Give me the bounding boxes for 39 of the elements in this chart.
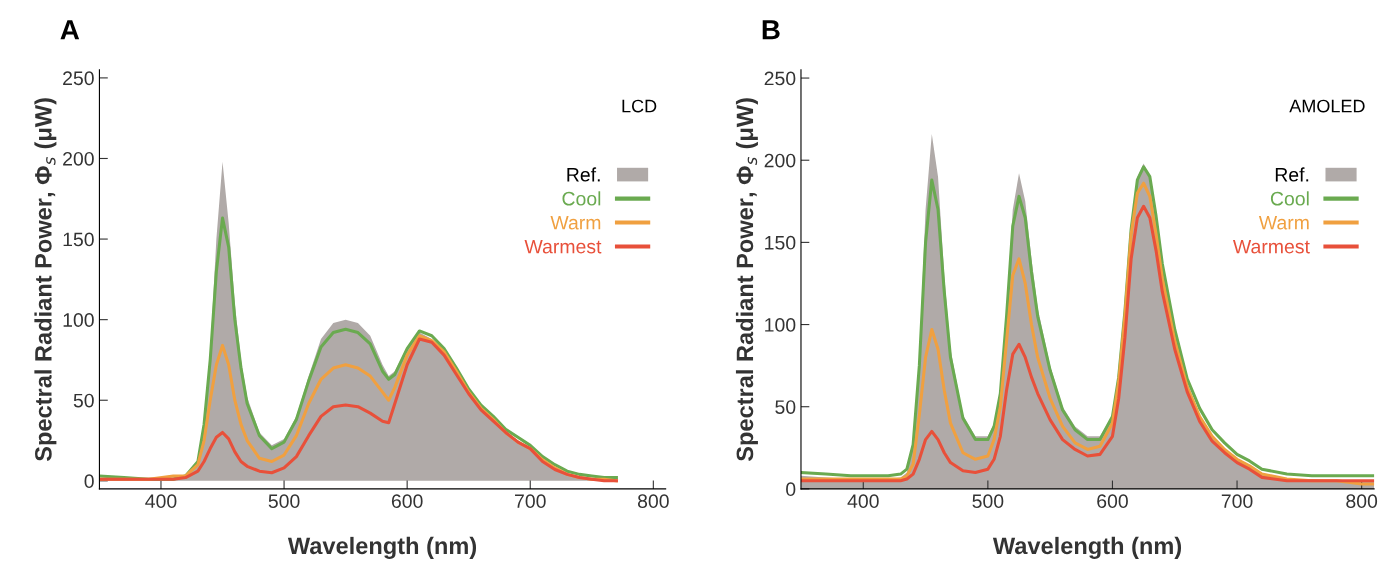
y-tick-label: 50 <box>73 393 94 408</box>
annotation: AMOLED <box>1289 99 1365 113</box>
y-axis-title: Spectral Radiant Power, Φ$_{s}$ (μW) <box>34 98 57 462</box>
x-tick-label: 400 <box>145 494 177 509</box>
y-tick-label: 100 <box>63 313 94 327</box>
legend-label: Ref. <box>567 167 600 182</box>
y-tick-label: 0 <box>786 482 796 497</box>
line-series <box>99 216 618 481</box>
y-tick-label: 200 <box>63 151 94 166</box>
x-tick-label: 400 <box>847 494 879 509</box>
x-tick-label: 700 <box>515 494 546 509</box>
x-tick-label: 500 <box>972 494 1004 509</box>
y-axis-title: Spectral Radiant Power, Φ$_{s}$ (μW) <box>735 98 758 462</box>
x-tick-label: 800 <box>637 494 669 509</box>
legend-label: Warmest <box>524 239 602 254</box>
x-axis-title: Wavelength (nm) <box>287 536 477 559</box>
legend-label: Ref. <box>1275 167 1309 182</box>
y-tick-label: 150 <box>63 232 94 247</box>
legend-label: Cool <box>562 191 601 206</box>
y-tick-label: 200 <box>764 153 796 168</box>
y-tick-label: 0 <box>84 474 94 489</box>
legend-label: Warm <box>1258 215 1309 230</box>
x-tick-label: 800 <box>1346 494 1378 509</box>
legend-label: Cool <box>1270 191 1309 206</box>
y-tick-label: 250 <box>764 71 796 86</box>
x-tick-label: 700 <box>1221 494 1253 509</box>
x-tick-label: 500 <box>268 494 300 509</box>
y-tick-label: 250 <box>63 71 94 86</box>
x-axis-title: Wavelength (nm) <box>992 536 1182 559</box>
chart-title: B <box>762 20 780 40</box>
chart-title: A <box>60 20 80 40</box>
x-tick-label: 600 <box>1097 494 1128 509</box>
x-tick-label: 600 <box>391 494 423 509</box>
y-tick-label: 150 <box>765 235 796 250</box>
y-tick-label: 50 <box>775 400 796 414</box>
annotation: LCD <box>622 99 657 113</box>
legend-label: Warmest <box>1232 239 1310 254</box>
legend-label: Warm <box>550 215 601 230</box>
y-tick-label: 100 <box>765 318 796 332</box>
